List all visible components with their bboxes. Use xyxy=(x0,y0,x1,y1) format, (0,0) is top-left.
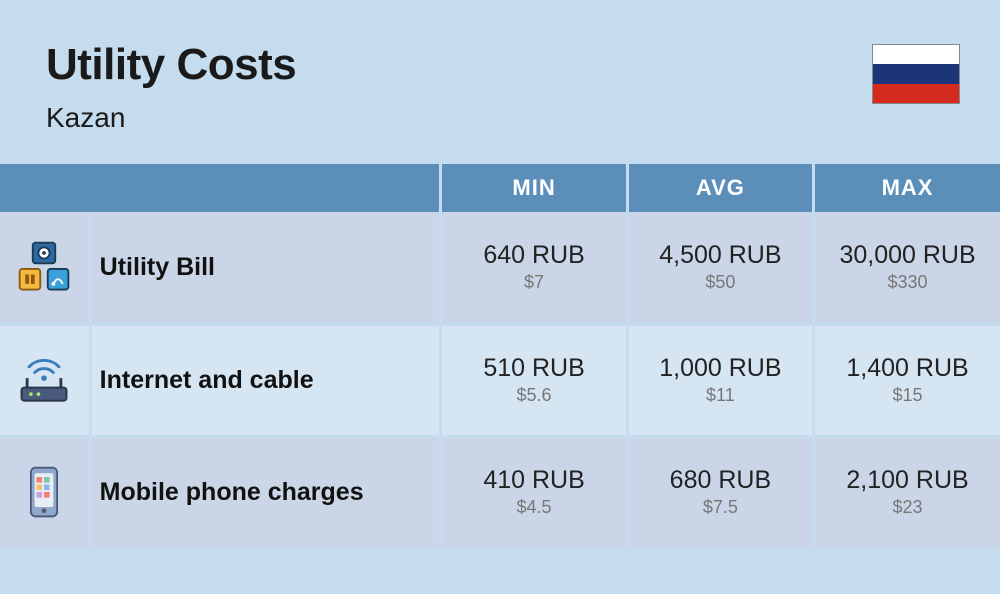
phone-icon xyxy=(0,438,89,547)
cell-min: 410 RUB $4.5 xyxy=(441,436,627,548)
title-block: Utility Costs Kazan xyxy=(46,40,296,134)
cell-max: 30,000 RUB $330 xyxy=(814,212,1000,324)
value-primary: 1,000 RUB xyxy=(629,354,812,383)
cell-avg: 680 RUB $7.5 xyxy=(627,436,813,548)
row-icon-cell xyxy=(0,212,90,324)
row-label-cell: Utility Bill xyxy=(90,212,441,324)
cell-avg: 1,000 RUB $11 xyxy=(627,324,813,436)
cell-min: 510 RUB $5.6 xyxy=(441,324,627,436)
flag-stripe-2 xyxy=(873,84,959,103)
cell-min: 640 RUB $7 xyxy=(441,212,627,324)
value-secondary: $7.5 xyxy=(629,497,812,518)
header: Utility Costs Kazan xyxy=(0,0,1000,164)
cell-max: 2,100 RUB $23 xyxy=(814,436,1000,548)
value-secondary: $50 xyxy=(629,272,812,293)
value-secondary: $5.6 xyxy=(442,385,625,406)
row-label: Mobile phone charges xyxy=(100,478,440,507)
row-icon-cell xyxy=(0,436,90,548)
table-row: Utility Bill 640 RUB $7 4,500 RUB $50 30… xyxy=(0,212,1000,324)
router-icon xyxy=(0,326,89,435)
flag-stripe-0 xyxy=(873,45,959,64)
utilities-icon xyxy=(0,212,89,323)
costs-table: MIN AVG MAX xyxy=(0,164,1000,550)
table-header-blank xyxy=(0,164,441,212)
table-row: Mobile phone charges 410 RUB $4.5 680 RU… xyxy=(0,436,1000,548)
row-label: Internet and cable xyxy=(100,366,440,395)
cell-avg: 4,500 RUB $50 xyxy=(627,212,813,324)
value-primary: 30,000 RUB xyxy=(815,241,1000,270)
value-secondary: $23 xyxy=(815,497,1000,518)
col-header-max: MAX xyxy=(814,164,1000,212)
table-header-row: MIN AVG MAX xyxy=(0,164,1000,212)
value-primary: 1,400 RUB xyxy=(815,354,1000,383)
value-secondary: $4.5 xyxy=(442,497,625,518)
flag-russia-icon xyxy=(872,44,960,104)
col-header-avg: AVG xyxy=(627,164,813,212)
value-secondary: $11 xyxy=(629,385,812,406)
row-label: Utility Bill xyxy=(100,253,440,282)
value-primary: 510 RUB xyxy=(442,354,625,383)
value-primary: 2,100 RUB xyxy=(815,466,1000,495)
col-header-min: MIN xyxy=(441,164,627,212)
value-primary: 680 RUB xyxy=(629,466,812,495)
cell-max: 1,400 RUB $15 xyxy=(814,324,1000,436)
value-primary: 410 RUB xyxy=(442,466,625,495)
row-label-cell: Internet and cable xyxy=(90,324,441,436)
page-title: Utility Costs xyxy=(46,40,296,90)
value-secondary: $7 xyxy=(442,272,625,293)
row-icon-cell xyxy=(0,324,90,436)
flag-stripe-1 xyxy=(873,64,959,83)
value-secondary: $330 xyxy=(815,272,1000,293)
value-primary: 640 RUB xyxy=(442,241,625,270)
value-primary: 4,500 RUB xyxy=(629,241,812,270)
page-subtitle: Kazan xyxy=(46,102,296,134)
value-secondary: $15 xyxy=(815,385,1000,406)
row-label-cell: Mobile phone charges xyxy=(90,436,441,548)
table-row: Internet and cable 510 RUB $5.6 1,000 RU… xyxy=(0,324,1000,436)
